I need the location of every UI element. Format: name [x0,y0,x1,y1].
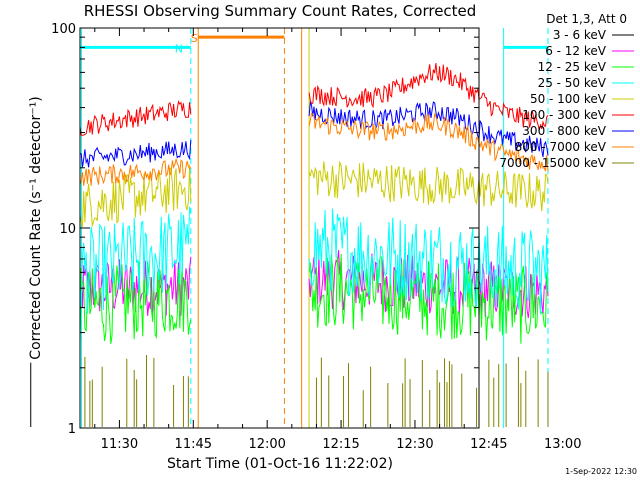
legend-label: 12 - 25 keV [538,60,607,74]
chart-title: RHESSI Observing Summary Count Rates, Co… [84,2,477,20]
series-line [79,261,192,345]
series-3 [79,206,549,314]
x-tick-label: 12:15 [322,437,359,452]
x-axis: 11:30 11:45 12:00 12:15 12:30 12:45 13:00 [94,28,581,452]
series-line [308,208,549,314]
x-tick-label: 12:00 [248,437,285,452]
legend-label: 6 - 12 keV [545,44,607,58]
footer-date: 1-Sep-2022 12:30 [565,467,637,476]
series-line [79,139,192,168]
series-line [308,160,549,212]
x-tick-label: 11:45 [175,437,212,452]
series-line [79,157,192,186]
x-tick-label: 12:45 [470,437,507,452]
y-tick-label: 100 [51,22,76,37]
legend-title: Det 1,3, Att 0 [546,12,627,26]
legend-label: 7000 - 15000 keV [499,156,606,170]
series-7 [79,112,549,186]
night-label: N [175,42,183,55]
legend-label: 25 - 50 keV [538,76,607,90]
series-5 [79,62,549,136]
series-line [308,62,549,131]
legend-label: 800 - 7000 keV [515,140,607,154]
y-tick-label: 10 [59,222,76,237]
series-4 [79,160,549,228]
legend-label: 3 - 6 keV [553,28,607,42]
series-layer [30,62,549,427]
legend-label: 100 - 300 keV [522,108,606,122]
x-tick-label: 12:30 [396,437,433,452]
x-tick-label: 13:00 [544,437,581,452]
x-tick-label: 11:30 [101,437,138,452]
legend-label: 50 - 100 keV [530,92,607,106]
legend-label: 300 - 800 keV [522,124,606,138]
saa-label: S [191,32,198,45]
series-line [79,206,192,314]
y-tick-label: 1 [68,422,76,437]
series-line [308,112,549,172]
legend: Det 1,3, Att 0 3 - 6 keV 6 - 12 keV 12 - 2… [499,12,634,170]
series-line [79,164,192,228]
y-axis-label: Corrected Count Rate (s⁻¹ detector⁻¹) [28,96,44,359]
y-axis: 1 10 100 [51,22,479,437]
x-axis-label: Start Time (01-Oct-16 11:22:02) [167,456,393,472]
series-line [79,100,192,136]
